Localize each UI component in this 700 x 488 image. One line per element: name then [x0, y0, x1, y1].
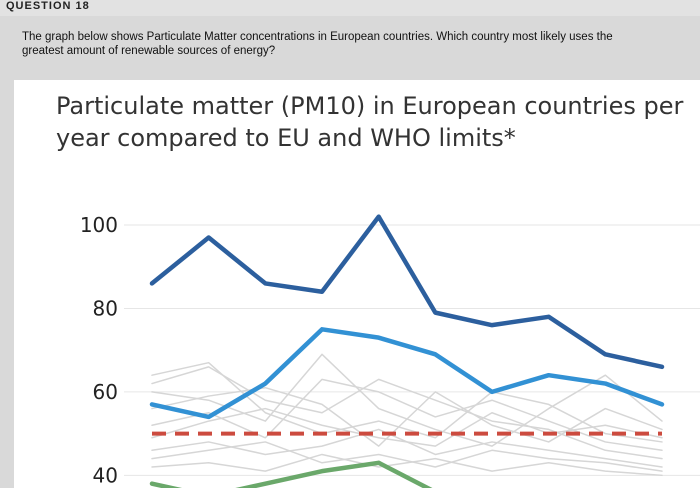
chart-svg: 40 60 80 100: [80, 213, 700, 488]
question-header: QUESTION 18: [0, 0, 700, 16]
y-tick-label: 60: [93, 380, 118, 404]
series-line-highlight: [149, 460, 433, 488]
series-line-background: [151, 366, 663, 460]
y-tick-label: 40: [93, 463, 118, 487]
series-line-background: [151, 407, 663, 447]
question-text-line-2: greatest amount of renewable sources of …: [22, 45, 276, 57]
question-text-line-1: The graph below shows Particulate Matter…: [22, 31, 613, 43]
series-line-highlight: [149, 214, 665, 370]
series-line-background: [151, 441, 663, 472]
chart-card: 40 60 80 100 Particulate matter (PM10) in E…: [14, 80, 700, 488]
question-label: QUESTION 18: [6, 0, 90, 12]
series-line-background: [151, 386, 663, 447]
series-line-background: [151, 378, 663, 452]
series-line-background: [151, 453, 663, 477]
y-tick-label: 80: [93, 296, 118, 320]
series-line-background: [151, 361, 663, 443]
chart-title: Particulate matter (PM10) in European co…: [56, 92, 684, 152]
question-text: The graph below shows Particulate Matter…: [22, 30, 700, 58]
series-line-highlight: [149, 327, 665, 420]
series-line-background: [151, 428, 663, 468]
y-tick-label: 100: [80, 213, 118, 237]
